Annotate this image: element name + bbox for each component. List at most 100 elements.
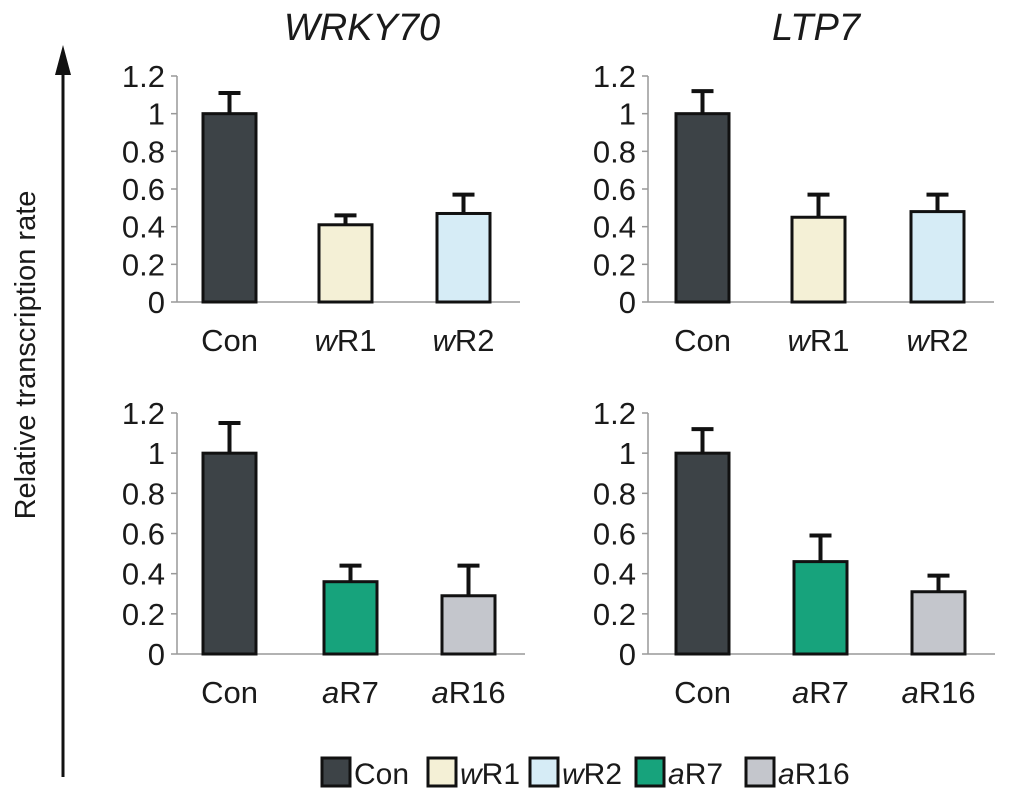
legend-label-Con-text: Con	[354, 758, 409, 791]
bar-Con	[674, 112, 731, 304]
y-tick-label: 0.2	[122, 247, 165, 282]
bar-wR2	[435, 211, 492, 304]
legend-label-wR1-prefix: w	[460, 758, 484, 791]
bar-Con	[674, 451, 731, 656]
x-tick-label-wR2-text: R2	[929, 323, 969, 358]
x-tick-label-aR7: aR7	[322, 675, 379, 710]
x-tick-label-wR1-prefix: w	[787, 323, 812, 358]
x-tick-label-wR2: wR2	[432, 323, 494, 358]
legend-label-aR16: aR16	[778, 758, 850, 791]
legend: Con wR1 wR2 aR7 aR16	[320, 756, 850, 791]
y-tick-label: 0.4	[593, 557, 636, 592]
x-tick-label-Con: Con	[201, 675, 258, 710]
y-tick-label: 0.4	[122, 210, 165, 245]
x-tick-label-aR16-prefix: a	[431, 675, 448, 710]
y-tick-label: 0.6	[122, 172, 165, 207]
x-tick-label-aR16-prefix: a	[901, 675, 918, 710]
y-tick-label: 1	[148, 436, 165, 471]
x-tick-label-Con: Con	[674, 323, 731, 358]
bar-aR16	[440, 594, 497, 656]
x-tick-label-Con-text: Con	[201, 323, 258, 358]
y-tick-label: 0.6	[122, 517, 165, 552]
y-tick-label: 0.2	[122, 597, 165, 632]
x-tick-label-Con-text: Con	[201, 675, 258, 710]
y-tick-label: 0	[619, 637, 636, 672]
legend-swatch-aR7	[634, 756, 666, 788]
x-tick-label-wR2-prefix: w	[432, 323, 457, 358]
x-tick-label-wR2: wR2	[906, 323, 968, 358]
legend-label-wR1-text: R1	[482, 758, 520, 791]
y-tick-label: 1.2	[593, 59, 636, 94]
bar-Con	[201, 112, 258, 304]
y-tick-label: 1	[619, 97, 636, 132]
x-tick-label-Con: Con	[674, 675, 731, 710]
bar-Con	[201, 451, 258, 656]
y-tick-label: 1	[148, 97, 165, 132]
y-tick-label: 0.8	[122, 476, 165, 511]
legend-swatch-Con	[320, 756, 352, 788]
legend-label-wR2-prefix: w	[562, 758, 586, 791]
x-tick-label-aR16-text: R16	[919, 675, 976, 710]
x-tick-label-wR2-text: R2	[455, 323, 495, 358]
x-tick-label-wR1: wR1	[314, 323, 376, 358]
bar-aR7	[322, 580, 379, 656]
y-tick-label: 0.8	[593, 476, 636, 511]
x-tick-label-wR2-prefix: w	[906, 323, 931, 358]
x-tick-label-aR7: aR7	[792, 675, 849, 710]
x-tick-label-Con-text: Con	[674, 675, 731, 710]
x-tick-label-wR1-text: R1	[810, 323, 850, 358]
y-tick-label: 0.8	[593, 134, 636, 169]
bar-aR7	[792, 560, 849, 656]
x-tick-label-wR1-prefix: w	[314, 323, 339, 358]
x-tick-label-aR7-text: R7	[339, 675, 379, 710]
x-tick-label-aR7-prefix: a	[322, 675, 339, 710]
legend-label-wR2-text: R2	[584, 758, 622, 791]
x-tick-label-aR7-prefix: a	[792, 675, 809, 710]
legend-label-aR16-text: R16	[795, 758, 850, 791]
y-tick-label: 0.2	[593, 247, 636, 282]
y-tick-label: 0	[619, 285, 636, 320]
y-tick-label: 0.4	[122, 557, 165, 592]
y-tick-label: 0.6	[593, 172, 636, 207]
legend-label-aR16-prefix: a	[778, 758, 795, 791]
legend-label-Con: Con	[354, 758, 409, 791]
bar-wR1	[317, 223, 374, 304]
x-tick-label-aR7-text: R7	[809, 675, 849, 710]
panel-title: WRKY70	[284, 7, 440, 49]
y-tick-label: 0.6	[593, 517, 636, 552]
y-tick-label: 1.2	[593, 396, 636, 431]
legend-label-aR7-text: R7	[685, 758, 723, 791]
y-tick-label: 0.4	[593, 210, 636, 245]
x-tick-label-wR1-text: R1	[337, 323, 377, 358]
bar-aR16	[910, 590, 967, 656]
x-tick-label-aR16: aR16	[901, 675, 975, 710]
y-tick-label: 1.2	[122, 396, 165, 431]
y-axis-arrow-head	[55, 45, 71, 75]
legend-swatch-aR16	[744, 756, 776, 788]
legend-swatch-wR2	[528, 756, 560, 788]
x-tick-label-aR16-text: R16	[449, 675, 506, 710]
y-tick-label: 0.8	[122, 134, 165, 169]
y-tick-label: 0	[148, 637, 165, 672]
y-tick-label: 1.2	[122, 59, 165, 94]
bar-wR1	[790, 215, 847, 304]
y-tick-label: 0.2	[593, 597, 636, 632]
y-tick-label: 1	[619, 436, 636, 471]
x-tick-label-Con-text: Con	[674, 323, 731, 358]
legend-swatch-wR1	[426, 756, 458, 788]
x-tick-label-Con: Con	[201, 323, 258, 358]
legend-label-aR7-prefix: a	[668, 758, 685, 791]
legend-label-wR2: wR2	[562, 758, 622, 791]
y-tick-label: 0	[148, 285, 165, 320]
bar-wR2	[909, 210, 966, 304]
legend-label-aR7: aR7	[668, 758, 723, 791]
panel-title: LTP7	[772, 7, 862, 49]
y-axis-label: Relative transcription rate	[10, 191, 42, 520]
x-tick-label-wR1: wR1	[787, 323, 849, 358]
legend-label-wR1: wR1	[460, 758, 520, 791]
